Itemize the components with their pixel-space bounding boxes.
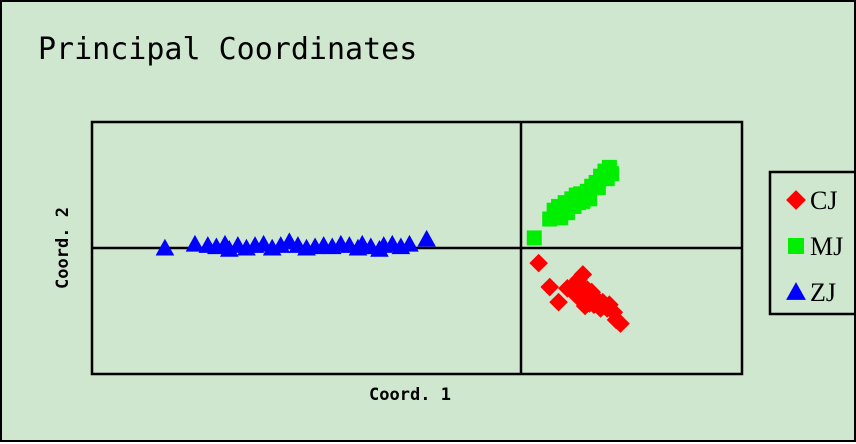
cj-point [573,285,593,304]
chart-title: Principal Coordinates [38,32,417,67]
legend-mj-label: MJ [810,232,843,261]
mj-point [604,166,620,182]
zj-point [185,234,205,252]
legend-zj-marker [786,282,806,300]
cj-point [529,253,548,273]
cj-point [573,265,593,284]
legend-mj-marker [788,238,804,254]
y-axis-label: Coord. 2 [53,207,73,289]
legend-zj-label: ZJ [810,278,836,307]
x-axis-label: Coord. 1 [369,385,451,405]
zj-point [417,229,436,247]
legend: CJ MJ ZJ [768,170,856,316]
legend-cj-label: CJ [810,186,837,215]
cj-point [611,314,630,333]
legend-cj-marker [786,190,806,210]
cj-point [549,292,568,312]
data-points-group [155,159,630,333]
mj-point [526,230,542,246]
cj-point [540,277,560,297]
mj-point [582,191,598,207]
zj-point [400,234,419,252]
zj-point [155,238,175,256]
legend-border [768,170,856,316]
